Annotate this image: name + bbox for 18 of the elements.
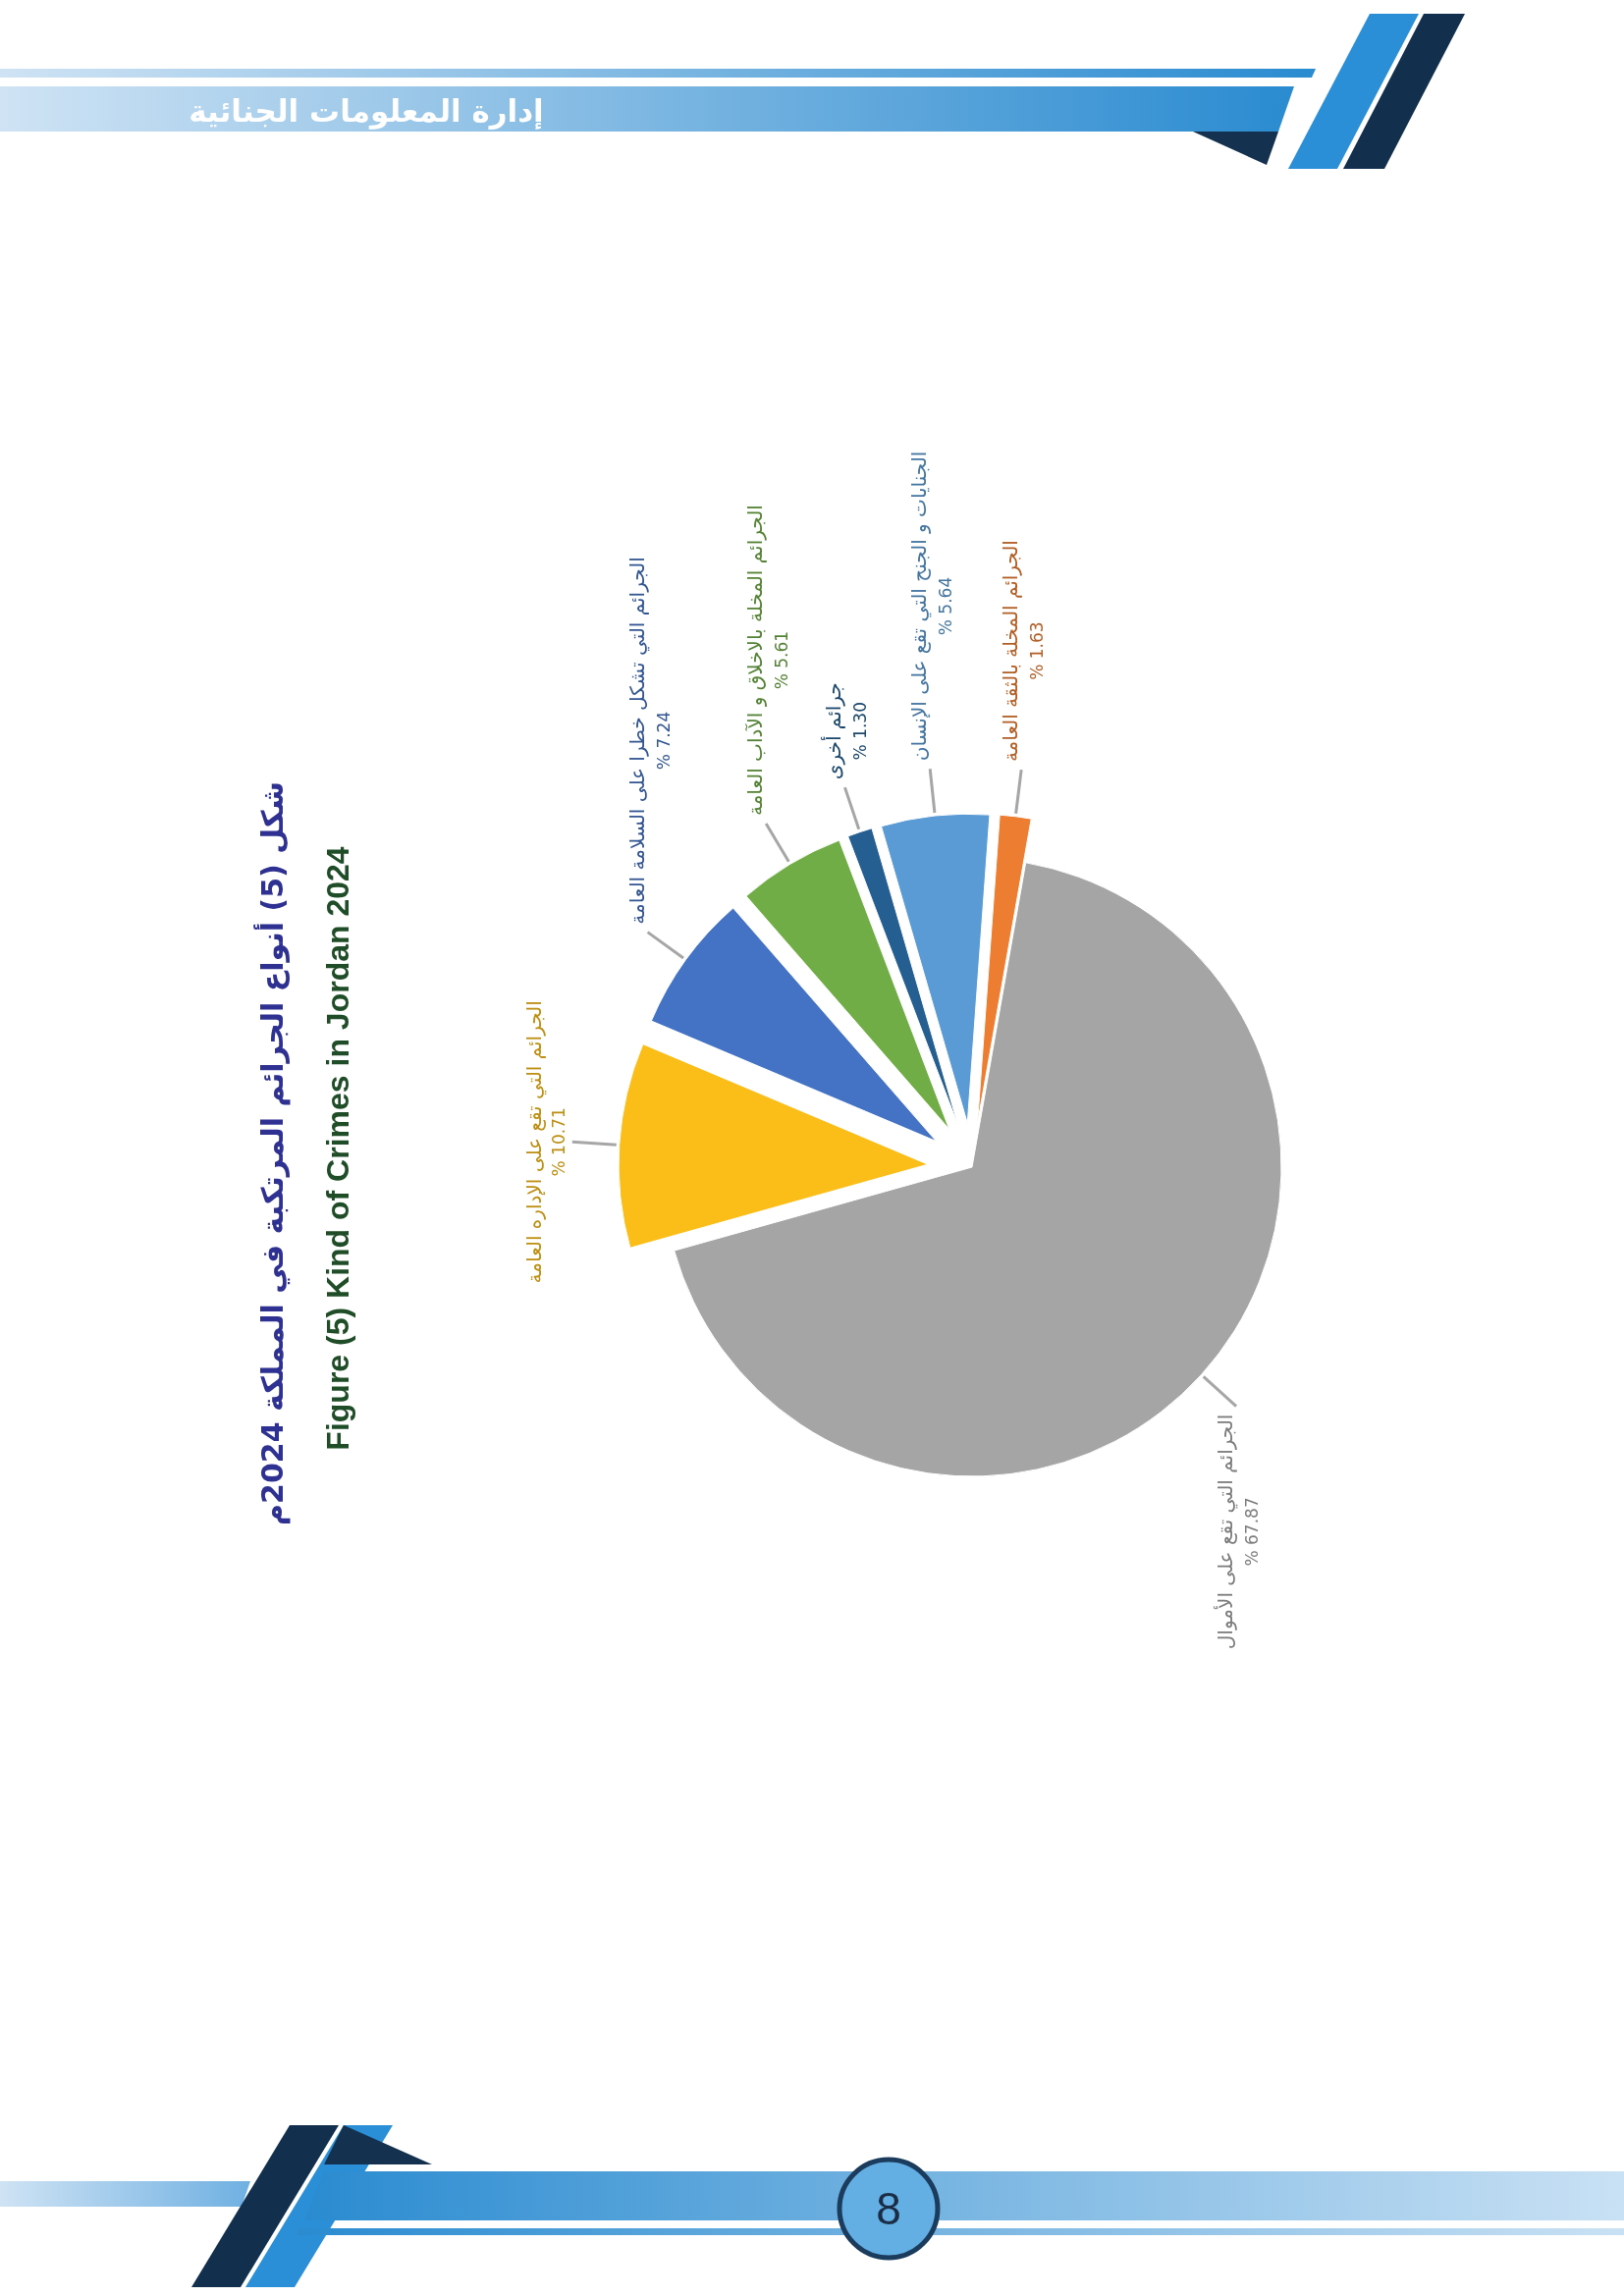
data-label: % 10.71 (548, 1107, 568, 1177)
text: 8 (876, 2183, 901, 2234)
data-label: % 5.64 (936, 576, 956, 636)
data-label: % 7.24 (653, 711, 674, 771)
slice-label: جرائم أخرى (821, 682, 846, 780)
text: Figure (5) Kind of Crimes in Jordan 2024 (320, 846, 355, 1451)
slice-label: الجرائم التي تشكل خطرا على السلامة العامة (624, 557, 650, 925)
slice-label: الجرائم التي تقع على الأموال (1214, 1414, 1239, 1650)
data-label: % 1.63 (1027, 621, 1048, 680)
data-label: % 1.30 (850, 701, 871, 761)
slice-label: الجنايات و الجنح التي تقع على الإنسان (907, 451, 933, 762)
data-label: % 5.61 (772, 630, 792, 690)
slice-label: الجرائم التي تقع على الإداره العامة (521, 1000, 547, 1284)
slice-label: الجرائم المخلة بالثقة العامة (999, 540, 1023, 763)
text: شكل (5) أنواع الجرائم المرتكبة في المملكة 2024م (253, 781, 291, 1525)
data-label: % 67.87 (1242, 1497, 1263, 1567)
text: إدارة المعلومات الجنائية (189, 93, 544, 130)
slice-label: الجرائم المخلة بالاخلاق و الآداب العامة (743, 505, 768, 817)
